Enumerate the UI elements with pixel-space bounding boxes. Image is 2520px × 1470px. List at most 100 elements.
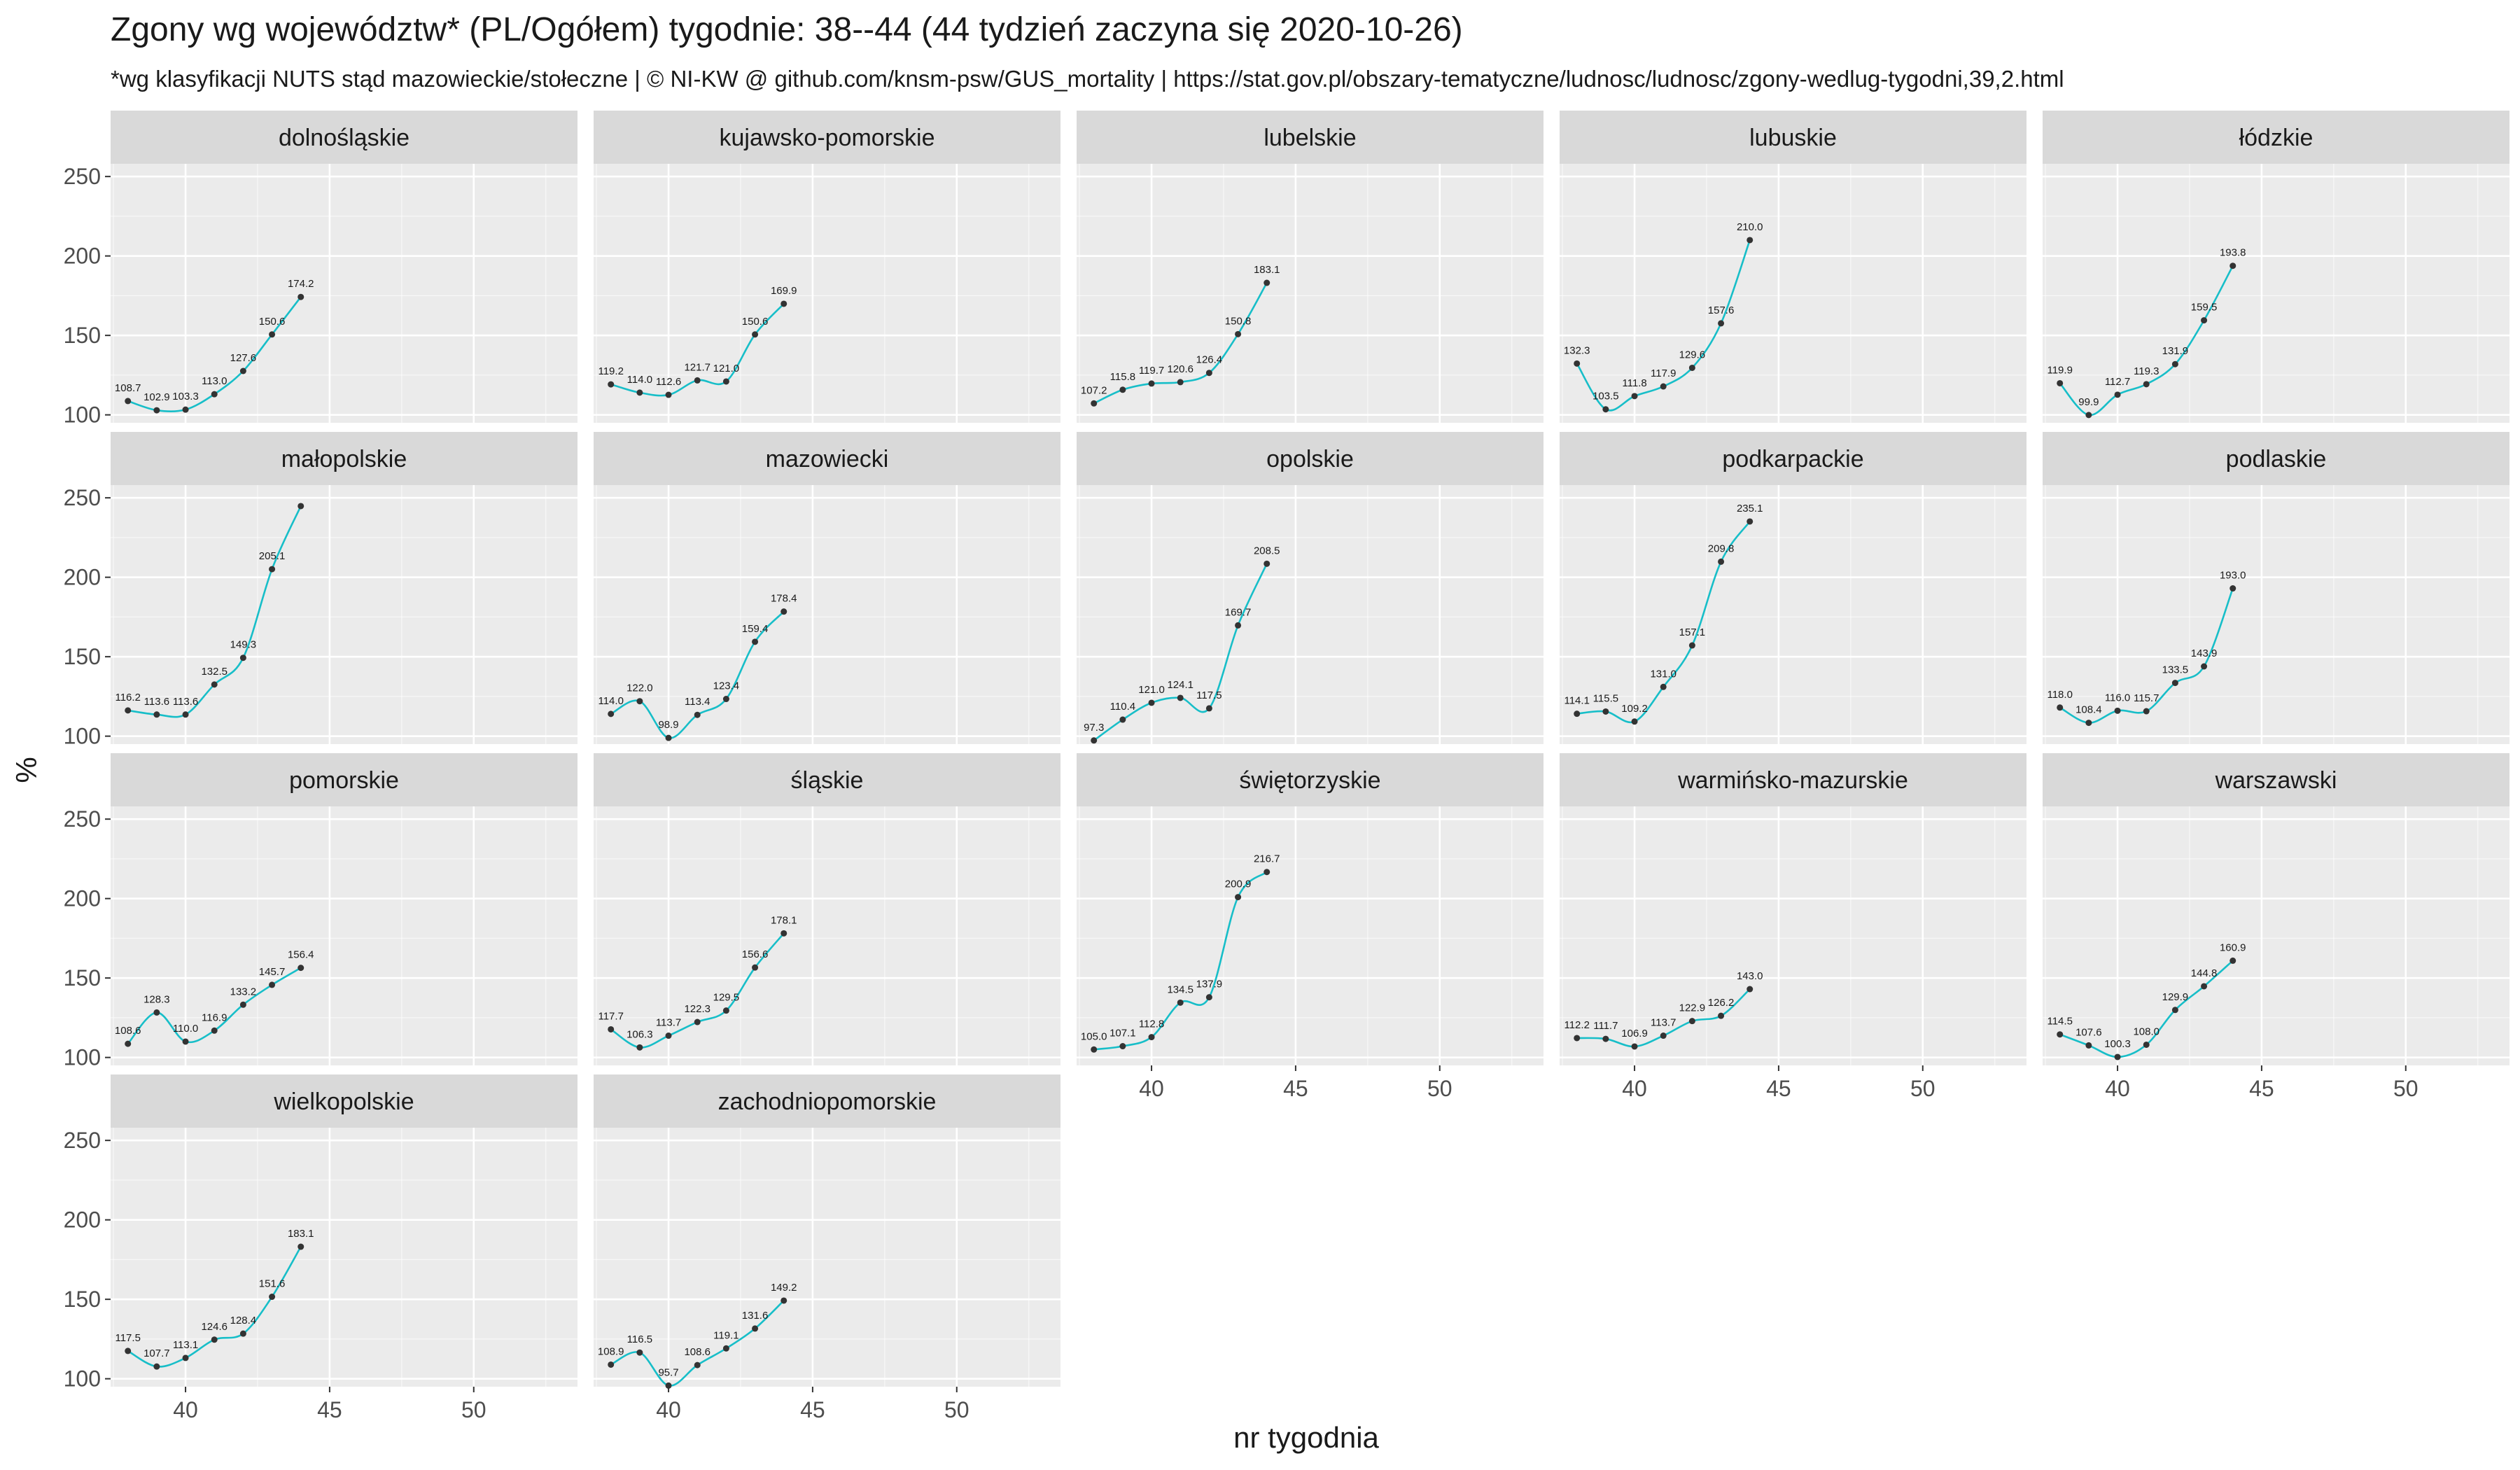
data-label: 145.7: [259, 966, 286, 978]
data-label: 117.7: [598, 1010, 623, 1022]
data-label: 129.5: [713, 992, 740, 1004]
data-label: 149.3: [230, 639, 257, 651]
data-label: 111.8: [1622, 377, 1646, 389]
facet-strip-label: dolnośląskie: [279, 125, 410, 151]
data-label: 116.0: [2105, 692, 2130, 704]
data-point: [1091, 737, 1098, 744]
data-label: 115.7: [2134, 692, 2159, 704]
facet-strip-label: podkarpackie: [1722, 446, 1863, 472]
y-tick-label: 100: [64, 1045, 101, 1070]
panel-background: [594, 1128, 1060, 1387]
data-point: [1602, 1035, 1609, 1042]
y-tick-label: 250: [64, 164, 101, 189]
facet-strip-label: świętorzyskie: [1239, 767, 1380, 794]
data-point: [2143, 708, 2150, 715]
data-label: 122.0: [626, 682, 653, 694]
data-point: [1177, 379, 1184, 386]
data-label: 114.0: [598, 695, 623, 707]
data-point: [1148, 380, 1155, 387]
data-label: 193.0: [2220, 570, 2246, 582]
data-label: 133.5: [2162, 664, 2189, 676]
data-point: [1091, 400, 1098, 407]
data-point: [182, 1038, 189, 1045]
data-point: [211, 1027, 218, 1034]
data-label: 128.3: [144, 993, 170, 1005]
data-point: [1264, 560, 1270, 567]
data-label: 118.0: [2047, 689, 2072, 701]
y-tick-label: 100: [64, 1366, 101, 1392]
panel-background: [2043, 806, 2510, 1065]
x-tick-label: 40: [1139, 1076, 1164, 1101]
data-label: 113.6: [144, 696, 169, 708]
facet-strip-label: mazowiecki: [766, 446, 889, 472]
data-label: 103.5: [1592, 391, 1619, 402]
facet-panel: pomorskie 100 150 200 250 108.6 128.3 110.0 116.…: [64, 753, 578, 1070]
data-label: 108.6: [684, 1346, 710, 1358]
data-label: 150.8: [1225, 315, 1252, 327]
data-label: 112.6: [656, 376, 681, 388]
data-label: 113.1: [173, 1339, 198, 1351]
data-point: [1688, 642, 1695, 649]
facet-strip-label: opolskie: [1266, 446, 1354, 472]
facet-strip-label: śląskie: [791, 767, 864, 794]
data-point: [1746, 237, 1754, 244]
data-label: 124.6: [201, 1321, 227, 1333]
data-label: 235.1: [1737, 503, 1763, 514]
data-point: [608, 1361, 615, 1368]
x-tick-label: 40: [1622, 1076, 1647, 1101]
x-tick-label: 40: [2105, 1076, 2130, 1101]
data-point: [780, 300, 788, 307]
y-tick-label: 250: [64, 1128, 101, 1153]
data-point: [1718, 558, 1725, 565]
x-tick-label: 45: [1283, 1076, 1308, 1101]
data-label: 159.4: [742, 623, 769, 635]
data-label: 112.8: [1139, 1018, 1164, 1030]
data-point: [269, 1294, 276, 1301]
x-axis-label: nr tygodnia: [1233, 1421, 1379, 1454]
data-label: 102.9: [144, 391, 170, 403]
data-label: 106.9: [1621, 1028, 1648, 1040]
data-point: [239, 1330, 246, 1337]
x-tick-label: 45: [317, 1397, 342, 1422]
data-point: [2171, 1007, 2178, 1014]
data-label: 112.7: [2105, 376, 2130, 388]
data-label: 174.2: [288, 278, 314, 290]
data-label: 97.3: [1084, 722, 1104, 734]
data-point: [1746, 518, 1754, 525]
data-label: 157.6: [1708, 304, 1735, 316]
facet-panel: wielkopolskie 100 150 200 250 40 45 50 117.5 107.…: [64, 1074, 578, 1422]
data-point: [2085, 412, 2092, 419]
data-label: 121.0: [713, 363, 740, 374]
facet-strip-label: lubelskie: [1264, 125, 1356, 151]
data-label: 129.6: [1679, 349, 1706, 360]
data-point: [269, 981, 276, 988]
data-point: [752, 638, 759, 645]
x-tick-label: 50: [2393, 1076, 2418, 1101]
data-label: 107.1: [1110, 1028, 1136, 1040]
data-label: 116.9: [202, 1011, 227, 1023]
panel-background: [594, 485, 1060, 744]
panel-background: [111, 1128, 578, 1387]
data-label: 210.0: [1737, 221, 1763, 233]
chart-subtitle: *wg klasyfikacji NUTS stąd mazowieckie/s…: [111, 66, 2064, 92]
data-label: 117.5: [1196, 690, 1222, 701]
data-label: 208.5: [1254, 545, 1280, 556]
data-point: [722, 696, 729, 703]
data-point: [2201, 663, 2208, 670]
data-label: 120.6: [1167, 363, 1194, 375]
data-label: 119.2: [598, 365, 623, 377]
data-label: 151.6: [259, 1278, 286, 1290]
data-point: [211, 391, 218, 398]
data-label: 122.9: [1679, 1002, 1706, 1014]
data-label: 178.4: [771, 593, 797, 605]
data-label: 122.3: [684, 1003, 710, 1015]
data-label: 127.6: [230, 352, 257, 364]
data-point: [2201, 983, 2208, 990]
y-tick-label: 200: [64, 1208, 101, 1233]
data-label: 112.2: [1564, 1019, 1589, 1031]
